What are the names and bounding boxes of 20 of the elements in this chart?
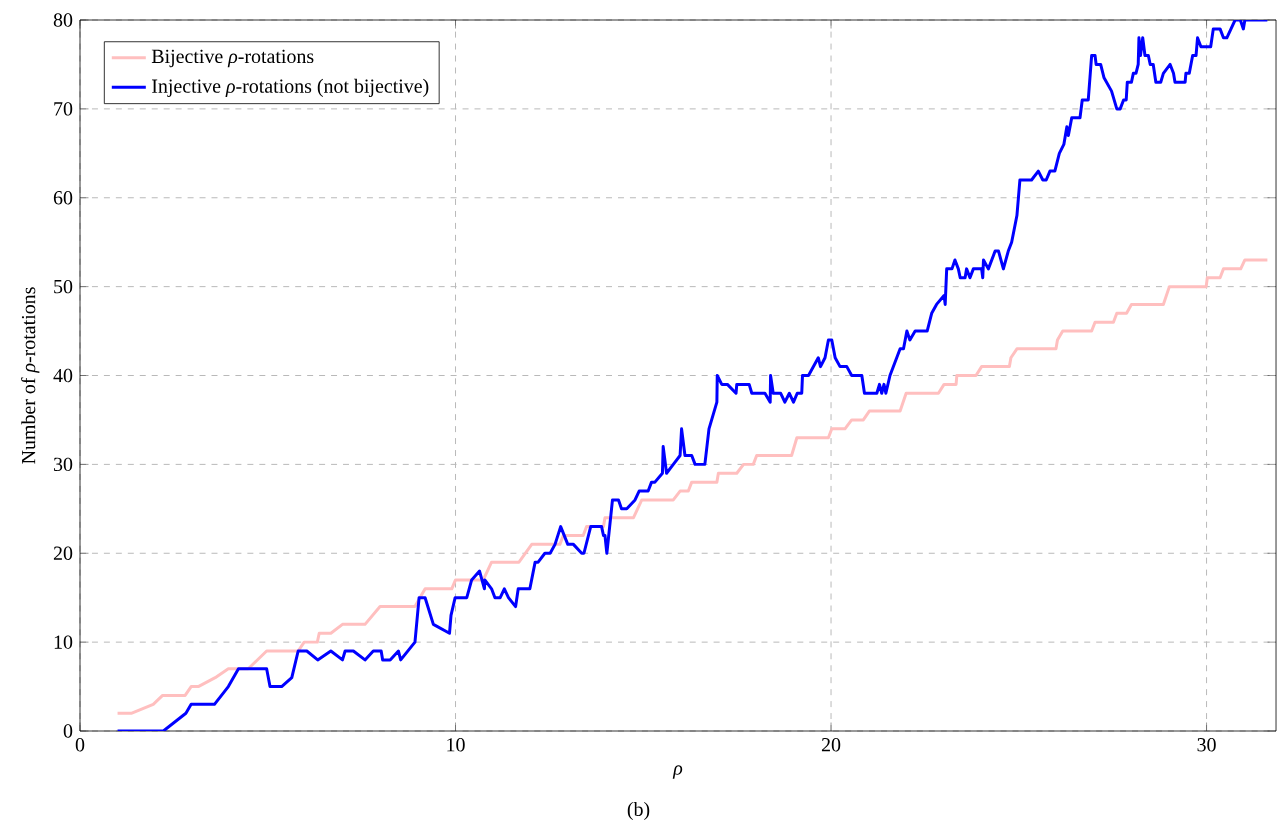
x-tick-label: 20 <box>821 738 841 752</box>
y-tick-label: 70 <box>54 102 73 116</box>
y-tick-label: 30 <box>54 457 73 472</box>
y-axis-title: Number of ρ-rotations <box>21 287 40 464</box>
x-tick-label: 10 <box>447 738 465 752</box>
legend-label: Bijective ρ-rotations <box>151 49 314 68</box>
y-tick-label: 10 <box>54 635 73 649</box>
y-tick-label: 0 <box>63 724 73 738</box>
y-tick-label: 50 <box>54 279 73 294</box>
y-tick-label: 40 <box>53 368 73 383</box>
line-series <box>116 258 1269 715</box>
x-tick-label: 30 <box>1197 738 1216 752</box>
y-tick-label: 80 <box>53 13 73 27</box>
x-tick-label: 0 <box>75 738 85 752</box>
line-series <box>116 20 1269 731</box>
y-tick-label: 20 <box>53 546 73 560</box>
y-tick-label: 60 <box>53 191 73 205</box>
text: (b) <box>627 801 650 821</box>
legend-label: Injective ρ-rotations (not bijective) <box>152 78 429 97</box>
x-axis-title: ρ <box>672 765 683 779</box>
